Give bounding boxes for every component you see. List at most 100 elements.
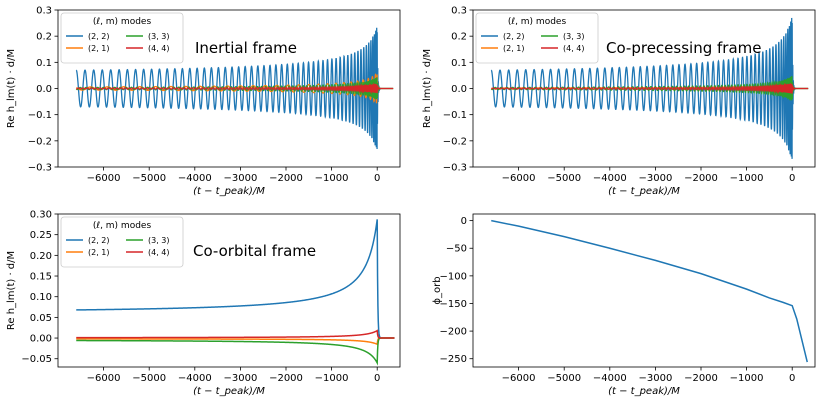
y-tick-label: 0.10 xyxy=(30,292,52,303)
legend-entry: (2, 1) xyxy=(503,44,525,53)
x-tick-label: 0 xyxy=(789,173,795,184)
y-tick-label: 0.15 xyxy=(30,272,52,283)
x-axis-label: (t − t_peak)/M xyxy=(608,386,680,397)
y-tick-label: −0.3 xyxy=(443,163,467,174)
series-line-4-4 xyxy=(491,82,809,95)
y-tick-label: −200 xyxy=(440,327,467,338)
y-tick-label: 0.0 xyxy=(451,84,467,95)
x-tick-label: −6000 xyxy=(502,173,536,184)
series-line-3-3 xyxy=(76,337,395,366)
x-tick-label: 0 xyxy=(374,373,380,384)
legend-title: (ℓ, m) modes xyxy=(93,221,152,231)
legend-entry: (2, 1) xyxy=(88,248,110,257)
panel-co-precessing-frame: −6000 −5000 −4000 −3000 −2000 −1000 0 −0.3 −0.2 −… xyxy=(422,6,816,197)
legend-title: (ℓ, m) modes xyxy=(93,17,152,27)
x-tick-label: −3000 xyxy=(638,373,672,384)
y-tick-label: −50 xyxy=(446,244,467,255)
plot-area xyxy=(491,219,808,363)
y-tick-label: −0.3 xyxy=(28,163,52,174)
legend-entry: (3, 3) xyxy=(148,236,170,245)
panel-annotation: Co-orbital frame xyxy=(193,242,316,260)
legend-title: (ℓ, m) modes xyxy=(508,17,567,27)
series-line-2-2 xyxy=(75,27,394,150)
axes-frame xyxy=(472,213,816,368)
x-tick-label: −4000 xyxy=(178,173,212,184)
plot-area xyxy=(76,219,395,366)
series-line-4-4 xyxy=(76,329,395,339)
series-line-4-4 xyxy=(76,82,394,95)
plot-area xyxy=(490,17,809,159)
y-tick-label: −0.1 xyxy=(443,110,467,121)
y-tick-label: −100 xyxy=(440,271,467,282)
y-tick-label: −0.2 xyxy=(443,136,467,147)
x-tick-label: −3000 xyxy=(223,173,257,184)
x-tick-label: −5000 xyxy=(132,173,166,184)
panel-co-orbital-frame: −6000 −5000 −4000 −3000 −2000 −1000 0 −0.05 0.00… xyxy=(6,210,401,397)
series-line-phase xyxy=(491,219,808,363)
y-axis-label: Re h_lm(t) · d/M xyxy=(6,49,17,128)
x-tick-label: −4000 xyxy=(593,173,627,184)
x-tick-label: −1000 xyxy=(315,373,349,384)
y-axis-label: Re h_lm(t) · d/M xyxy=(422,49,433,128)
y-tick-label: 0.0 xyxy=(36,84,52,95)
series-line-2-2 xyxy=(76,219,395,339)
legend-entry: (2, 2) xyxy=(503,32,525,41)
x-tick-label: −2000 xyxy=(269,173,303,184)
x-tick-label: −4000 xyxy=(178,373,212,384)
legend-box xyxy=(475,12,599,64)
legend-entry: (2, 2) xyxy=(88,32,110,41)
y-tick-label: 0.05 xyxy=(30,313,52,324)
x-tick-label: −2000 xyxy=(684,373,718,384)
panel-orbital-phase: −6000 −5000 −4000 −3000 −2000 −1000 0 −250 −200 −… xyxy=(432,213,816,397)
legend-entry: (4, 4) xyxy=(148,44,170,53)
x-tick-label: −1000 xyxy=(730,373,764,384)
legend-box xyxy=(60,12,184,64)
y-tick-label: 0.2 xyxy=(451,32,467,43)
legend-entry: (4, 4) xyxy=(148,248,170,257)
y-tick-label: −0.2 xyxy=(28,136,52,147)
x-axis-label: (t − t_peak)/M xyxy=(193,386,265,397)
legend-entry: (2, 2) xyxy=(88,236,110,245)
panel-annotation: Co-precessing frame xyxy=(606,39,761,57)
y-tick-label: 0.1 xyxy=(36,58,52,69)
y-tick-label: 0.00 xyxy=(30,334,52,345)
x-tick-label: 0 xyxy=(789,373,795,384)
panel-annotation: Inertial frame xyxy=(195,39,297,57)
y-tick-label: 0.25 xyxy=(30,230,52,241)
x-tick-label: −5000 xyxy=(132,373,166,384)
x-axis-label: (t − t_peak)/M xyxy=(608,186,680,197)
y-axis-label: ϕ_orb xyxy=(432,276,443,304)
x-tick-label: −6000 xyxy=(87,373,121,384)
legend-entry: (4, 4) xyxy=(563,44,585,53)
y-tick-label: 0.1 xyxy=(451,58,467,69)
series-line-2-2 xyxy=(490,17,809,159)
x-tick-label: −5000 xyxy=(547,373,581,384)
y-tick-label: 0.30 xyxy=(30,210,52,221)
y-tick-label: −250 xyxy=(440,354,467,365)
y-tick-label: 0.2 xyxy=(36,32,52,43)
y-tick-label: 0.20 xyxy=(30,251,52,262)
plot-area xyxy=(75,27,394,150)
y-tick-label: −0.1 xyxy=(28,110,52,121)
x-tick-label: −1000 xyxy=(315,173,349,184)
x-tick-label: −6000 xyxy=(502,373,536,384)
x-tick-label: −3000 xyxy=(223,373,257,384)
x-tick-label: −6000 xyxy=(87,173,121,184)
series-line-2-1 xyxy=(76,337,395,346)
x-tick-label: −2000 xyxy=(269,373,303,384)
x-tick-label: −3000 xyxy=(638,173,672,184)
y-axis-label: Re h_lm(t) · d/M xyxy=(6,251,17,330)
legend-entry: (2, 1) xyxy=(88,44,110,53)
legend-entry: (3, 3) xyxy=(563,32,585,41)
x-tick-label: −2000 xyxy=(684,173,718,184)
y-tick-label: −0.05 xyxy=(21,354,52,365)
panel-inertial-frame: −6000 −5000 −4000 −3000 −2000 −1000 0 −0.3 −0.2 −… xyxy=(6,6,401,197)
x-tick-label: −4000 xyxy=(593,373,627,384)
y-tick-label: 0.3 xyxy=(36,6,52,17)
x-tick-label: −1000 xyxy=(730,173,764,184)
y-tick-label: 0.3 xyxy=(451,6,467,17)
legend-box xyxy=(60,216,184,268)
x-tick-label: 0 xyxy=(374,173,380,184)
x-tick-label: −5000 xyxy=(547,173,581,184)
